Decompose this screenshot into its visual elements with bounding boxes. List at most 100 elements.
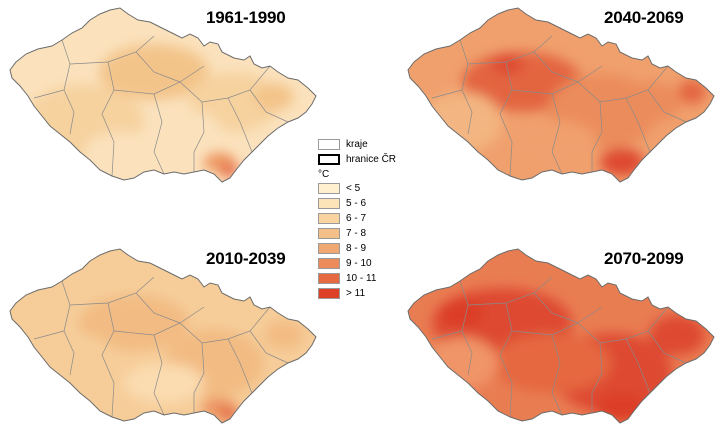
legend-class-label: 8 - 9 xyxy=(346,242,367,254)
map-panel-1961-1990: 1961-1990 xyxy=(4,2,324,202)
legend-class-swatch xyxy=(318,197,340,209)
legend-class-label: 7 - 8 xyxy=(346,227,367,239)
temperature-zone xyxy=(440,299,484,327)
legend-class-label: 5 - 6 xyxy=(346,197,367,209)
region-boundary xyxy=(227,97,253,153)
country-border xyxy=(407,7,715,183)
region-boundary xyxy=(113,306,205,336)
region-boundary xyxy=(647,89,687,123)
region-boundary xyxy=(467,35,553,65)
period-label-2010-2039: 2010-2039 xyxy=(206,249,286,268)
region-boundary xyxy=(135,292,181,324)
legend-class-swatch xyxy=(318,287,340,299)
legend-border-row: hranice ČR xyxy=(318,153,396,165)
region-boundary xyxy=(193,342,205,413)
czech-map-2070-2099 xyxy=(407,248,715,424)
region-boundary xyxy=(591,342,603,413)
legend-class-swatch xyxy=(318,227,340,239)
temperature-zone xyxy=(491,54,523,74)
temperature-zone xyxy=(678,80,706,104)
region-boundary xyxy=(467,276,553,306)
region-boundary xyxy=(511,65,603,95)
legend-class-row: > 11 xyxy=(318,287,365,299)
region-boundary xyxy=(625,338,651,394)
region-boundary xyxy=(153,93,165,175)
map-panel-2070-2099: 2070-2099 xyxy=(402,243,720,443)
temperature-zone xyxy=(492,333,612,393)
region-boundary xyxy=(249,89,289,123)
map-legend: kraje hranice ČR °C < 5 5 - 6 6 - 7 7 - 8 8 … xyxy=(318,138,408,299)
legend-class-swatch xyxy=(318,272,340,284)
region-boundary xyxy=(625,97,651,153)
legend-unit: °C xyxy=(318,169,330,180)
temperature-zone xyxy=(146,110,222,154)
legend-kraje-label: kraje xyxy=(346,138,368,150)
region-boundary xyxy=(69,276,155,306)
region-boundary xyxy=(647,330,687,364)
region-boundary xyxy=(113,65,205,95)
country-border xyxy=(9,248,317,424)
region-boundary xyxy=(499,61,513,177)
region-boundary xyxy=(511,306,603,336)
map-panel-2040-2069: 2040-2069 xyxy=(402,2,720,202)
temperature-surface xyxy=(10,249,316,423)
period-label-1961-1990: 1961-1990 xyxy=(206,8,286,27)
temperature-zone xyxy=(124,363,204,403)
legend-class-swatch xyxy=(318,242,340,254)
temperature-zone xyxy=(254,83,294,111)
legend-class-label: 9 - 10 xyxy=(346,257,372,269)
legend-class-row: 5 - 6 xyxy=(318,197,366,209)
legend-kraje-row: kraje xyxy=(318,138,368,150)
country-border-swatch xyxy=(318,153,340,165)
temperature-zone xyxy=(79,295,189,351)
country-border xyxy=(407,248,715,424)
region-boundary xyxy=(431,89,463,99)
temperature-zone xyxy=(422,92,502,152)
legend-class-row: 6 - 7 xyxy=(318,212,366,224)
czech-map-2010-2039 xyxy=(9,248,317,424)
region-boundary xyxy=(249,330,289,364)
temperature-zone xyxy=(649,315,705,355)
legend-class-row: 9 - 10 xyxy=(318,257,372,269)
temperature-zone xyxy=(426,337,498,389)
region-boundary xyxy=(533,51,579,83)
country-border xyxy=(9,7,317,183)
region-boundary xyxy=(135,51,181,83)
region-boundary xyxy=(499,302,513,418)
legend-border-label: hranice ČR xyxy=(346,153,397,165)
legend-class-row: 10 - 11 xyxy=(318,272,376,284)
period-label-2040-2069: 2040-2069 xyxy=(604,8,684,27)
region-boundary xyxy=(227,338,253,394)
czech-map-1961-1990 xyxy=(9,7,317,183)
map-panel-2010-2039: 2010-2039 xyxy=(4,243,324,443)
temperature-surface xyxy=(10,8,316,182)
region-boundary xyxy=(101,302,115,418)
legend-class-swatch xyxy=(318,212,340,224)
legend-class-swatch xyxy=(318,182,340,194)
temperature-zone xyxy=(507,120,597,164)
region-boundary xyxy=(33,330,65,340)
region-boundary xyxy=(551,334,563,416)
legend-class-swatch xyxy=(318,257,340,269)
temperature-surface xyxy=(408,249,714,423)
period-label-2070-2099: 2070-2099 xyxy=(604,249,684,268)
region-boundary xyxy=(193,101,205,172)
legend-class-label: < 5 xyxy=(346,182,361,194)
region-boundary xyxy=(431,330,463,340)
legend-class-row: < 5 xyxy=(318,182,360,194)
region-boundary xyxy=(533,292,579,324)
region-boundary xyxy=(153,334,165,416)
legend-class-row: 7 - 8 xyxy=(318,227,366,239)
region-boundary xyxy=(33,89,65,99)
temperature-zone xyxy=(622,82,682,122)
legend-class-row: 8 - 9 xyxy=(318,242,366,254)
temperature-surface xyxy=(408,8,714,182)
region-boundary xyxy=(591,101,603,172)
legend-class-label: 10 - 11 xyxy=(346,272,377,284)
legend-class-label: > 11 xyxy=(346,287,365,299)
temperature-zone xyxy=(84,132,164,172)
temperature-zone xyxy=(596,394,648,422)
region-boundary xyxy=(101,61,115,177)
temperature-zone xyxy=(600,148,644,176)
temperature-zone xyxy=(264,321,304,349)
